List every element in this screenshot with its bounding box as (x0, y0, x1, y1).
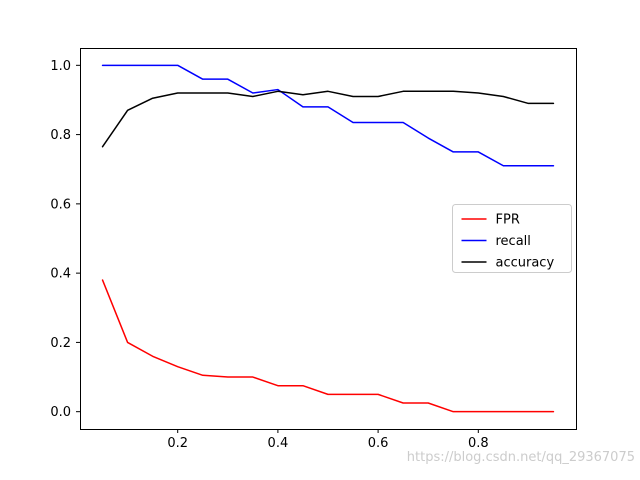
y-tick-label: 1.0 (50, 59, 71, 74)
legend-entry-accuracy: accuracy (496, 256, 555, 271)
legend-entry-fpr: FPR (496, 213, 520, 228)
legend-entry-recall: recall (496, 234, 531, 249)
y-tick-label: 0.4 (50, 267, 71, 282)
recall-line (101, 64, 555, 167)
y-tick-label: 0.8 (50, 128, 71, 143)
legend-box (452, 204, 572, 273)
accuracy-line (101, 90, 555, 148)
x-tick-label: 0.6 (368, 436, 389, 451)
x-tick-label: 0.2 (167, 436, 188, 451)
x-tick-label: 0.8 (468, 436, 489, 451)
x-tick-label: 0.4 (268, 436, 289, 451)
y-tick-label: 0.0 (50, 405, 71, 420)
axes-frame (80, 48, 577, 430)
fpr-line (101, 279, 555, 413)
y-tick-label: 0.2 (50, 336, 71, 351)
y-tick-label: 0.6 (50, 197, 71, 212)
